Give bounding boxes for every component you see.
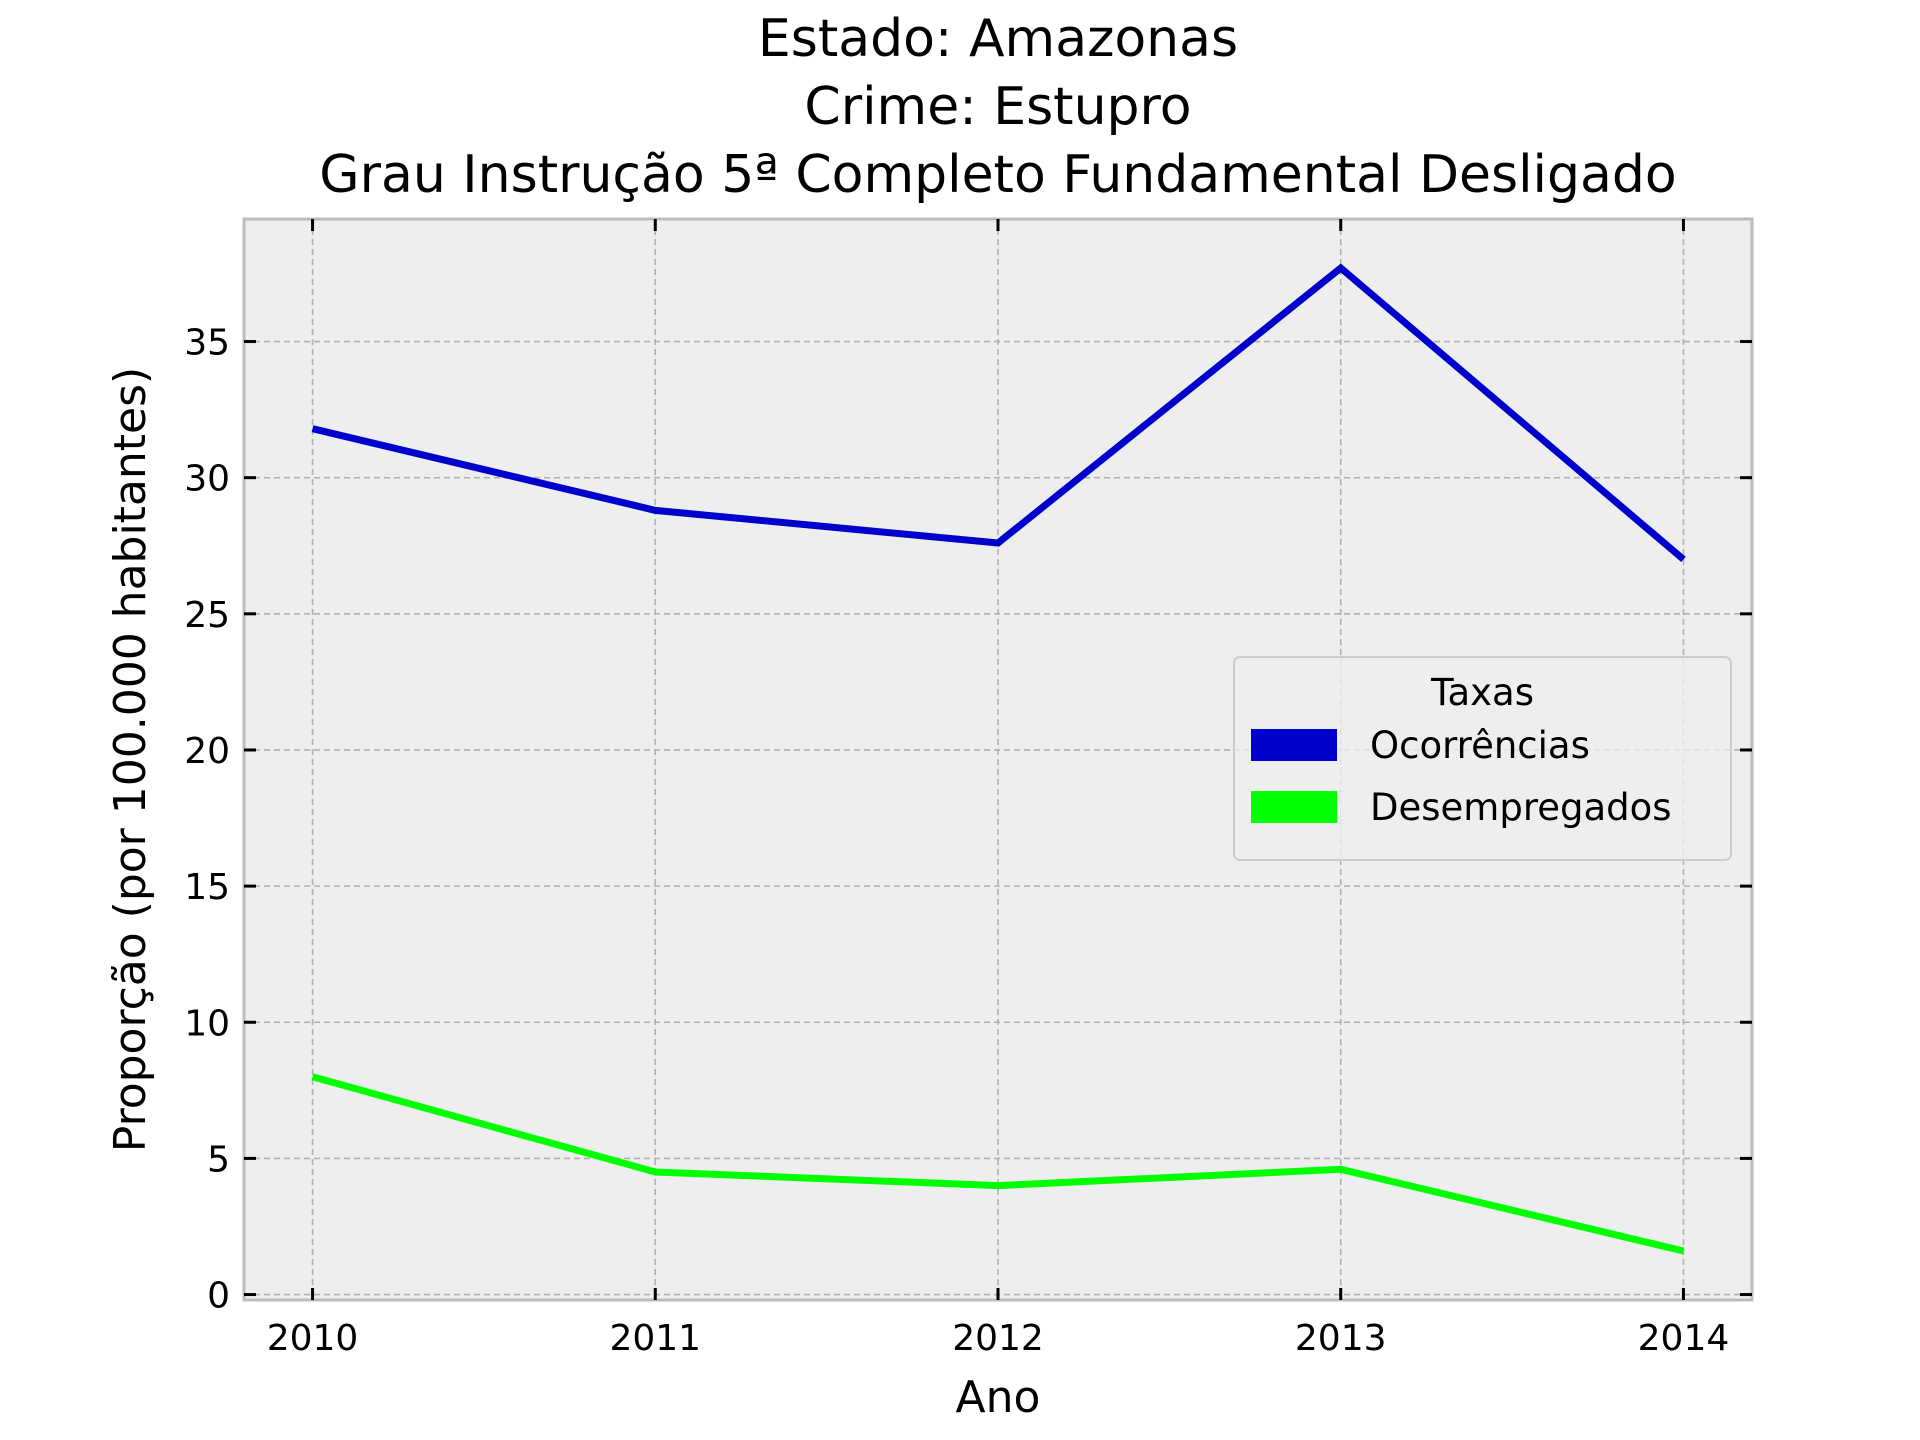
y-tick-label: 5 — [207, 1139, 230, 1180]
title-line: Estado: Amazonas — [758, 9, 1238, 69]
legend-swatch — [1251, 729, 1337, 761]
x-tick-label: 2013 — [1295, 1318, 1387, 1359]
y-axis-label: Proporção (por 100.000 habitantes) — [105, 367, 156, 1152]
x-tick-label: 2011 — [609, 1318, 701, 1359]
x-axis: 2010 2011 2012 2013 2014 — [267, 219, 1730, 1359]
x-axis-label: Ano — [956, 1372, 1041, 1423]
x-tick-label: 2010 — [267, 1318, 359, 1359]
chart-title: Estado: Amazonas Crime: Estupro Grau Instr… — [319, 9, 1676, 205]
x-tick-label: 2012 — [952, 1318, 1044, 1359]
y-tick-label: 10 — [184, 1003, 230, 1044]
y-tick-label: 20 — [184, 731, 230, 772]
legend-box — [1233, 656, 1732, 861]
y-tick-label: 30 — [184, 459, 230, 500]
title-line: Crime: Estupro — [804, 77, 1191, 137]
y-tick-label: 0 — [207, 1276, 230, 1317]
y-tick-label: 25 — [184, 595, 230, 636]
legend-entry-label: Ocorrências — [1370, 724, 1590, 767]
y-tick-label: 15 — [184, 867, 230, 908]
y-axis: 0 5 10 15 20 25 30 35 — [184, 323, 1752, 1317]
legend-swatch — [1251, 791, 1337, 823]
legend-title: Taxas — [1430, 671, 1534, 714]
y-tick-label: 35 — [184, 323, 230, 364]
x-tick-label: 2014 — [1638, 1318, 1730, 1359]
legend-entry-label: Desempregados — [1370, 786, 1672, 829]
series-lines — [311, 263, 1686, 1255]
title-line: Grau Instrução 5ª Completo Fundamental D… — [319, 145, 1676, 205]
legend: Taxas Ocorrências Desempregados — [1233, 656, 1732, 861]
